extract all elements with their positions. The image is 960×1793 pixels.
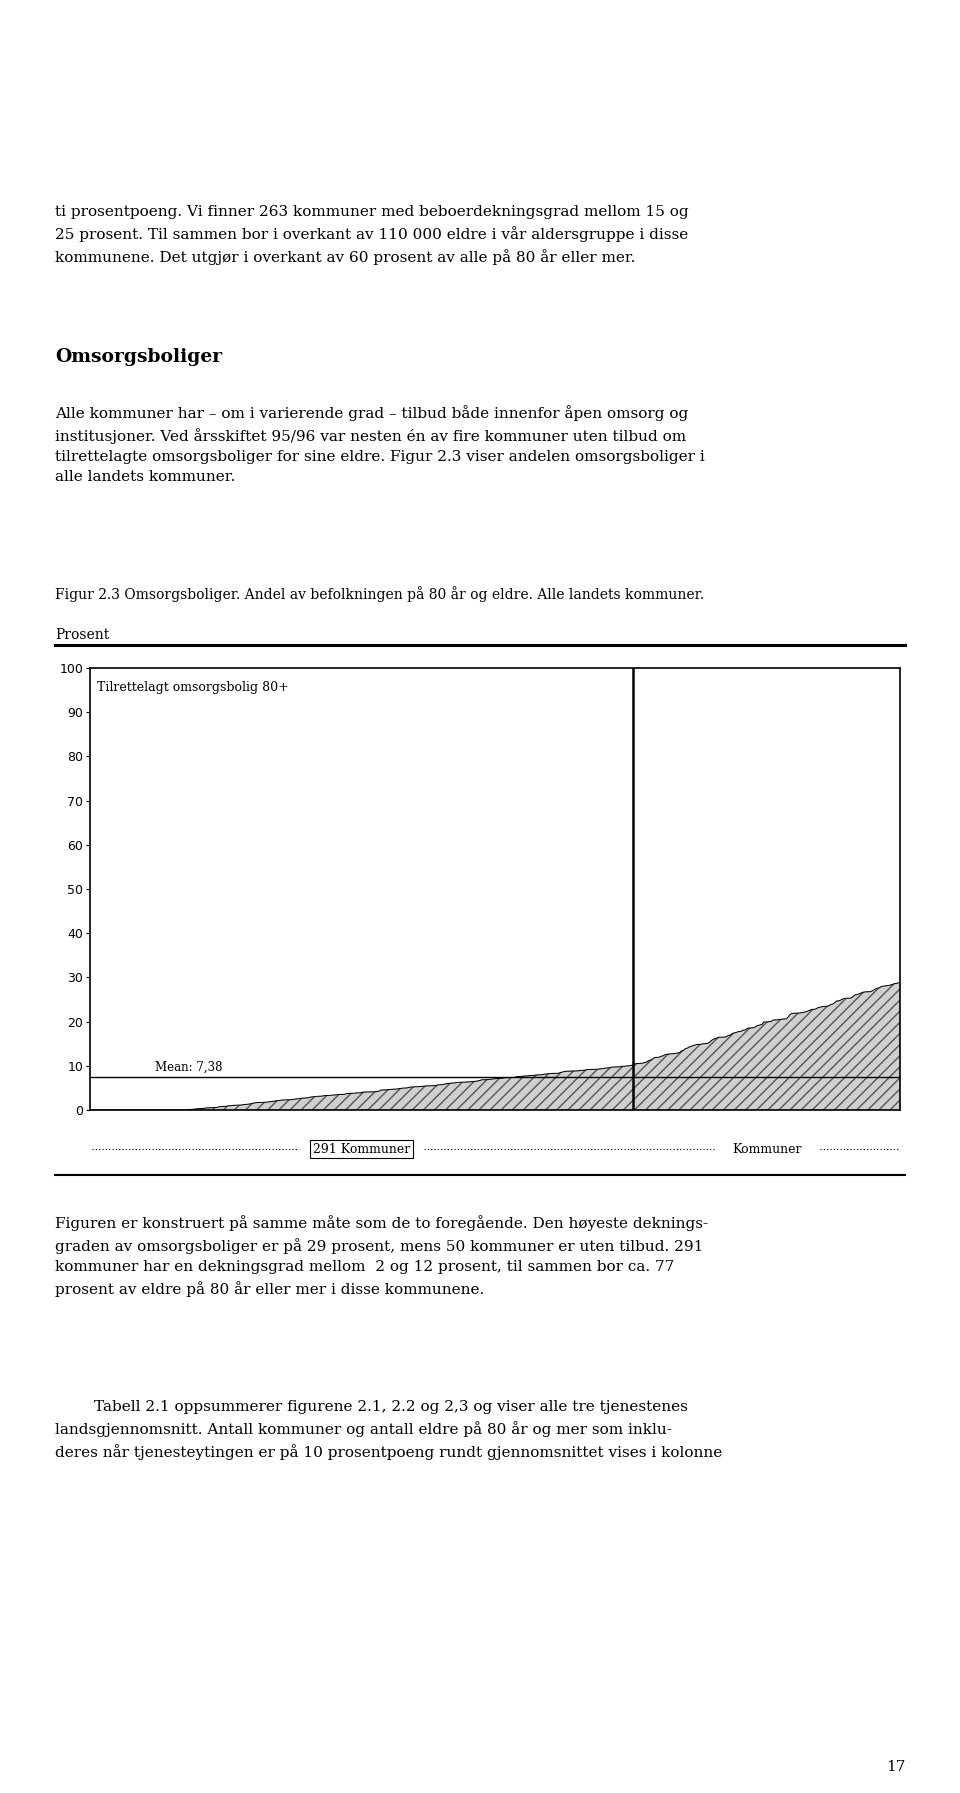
Text: Prosent: Prosent — [55, 628, 109, 642]
Text: ti prosentpoeng. Vi finner 263 kommuner med beboerdekningsgrad mellom 15 og
25 p: ti prosentpoeng. Vi finner 263 kommuner … — [55, 204, 688, 265]
Text: Alle kommuner har – om i varierende grad – tilbud både innenfor åpen omsorg og
i: Alle kommuner har – om i varierende grad… — [55, 405, 705, 484]
Text: Omsorgsboliger: Omsorgsboliger — [55, 348, 222, 366]
Text: Figur 2.3 Omsorgsboliger. Andel av befolkningen på 80 år og eldre. Alle landets : Figur 2.3 Omsorgsboliger. Andel av befol… — [55, 586, 704, 602]
Text: 291 Kommuner: 291 Kommuner — [313, 1142, 410, 1156]
Text: Tilrettelagt omsorgsbolig 80+: Tilrettelagt omsorgsbolig 80+ — [98, 681, 289, 694]
Text: Figuren er konstruert på samme måte som de to foregående. Den høyeste deknings-
: Figuren er konstruert på samme måte som … — [55, 1216, 708, 1296]
Text: Tabell 2.1 oppsummerer figurene 2.1, 2.2 og 2,3 og viser alle tre tjenestenes
la: Tabell 2.1 oppsummerer figurene 2.1, 2.2… — [55, 1400, 722, 1460]
Text: Kommuner: Kommuner — [732, 1142, 803, 1156]
Text: Mean: 7,38: Mean: 7,38 — [156, 1061, 223, 1074]
Text: 17: 17 — [886, 1761, 905, 1773]
